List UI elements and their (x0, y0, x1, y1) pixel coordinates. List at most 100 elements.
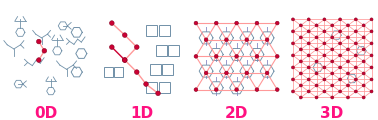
Bar (150, 64, 161, 75)
Circle shape (37, 39, 41, 44)
Circle shape (331, 36, 334, 39)
Circle shape (354, 30, 357, 33)
Circle shape (307, 30, 310, 33)
Circle shape (245, 38, 249, 42)
Circle shape (307, 78, 310, 81)
Circle shape (122, 58, 127, 62)
Circle shape (370, 42, 373, 45)
Circle shape (315, 84, 318, 87)
Circle shape (370, 66, 373, 69)
Circle shape (276, 54, 279, 58)
Circle shape (362, 72, 365, 75)
Circle shape (362, 36, 365, 39)
Circle shape (156, 91, 160, 96)
Circle shape (354, 42, 357, 45)
Circle shape (291, 66, 294, 69)
Circle shape (347, 48, 349, 51)
Circle shape (339, 78, 342, 81)
Circle shape (315, 48, 318, 51)
Circle shape (347, 60, 349, 63)
Text: 2D: 2D (225, 106, 248, 120)
Circle shape (265, 71, 269, 75)
Bar (104, 67, 113, 77)
Circle shape (323, 42, 326, 45)
Circle shape (214, 54, 218, 58)
Circle shape (323, 30, 326, 33)
Circle shape (354, 66, 357, 69)
Circle shape (347, 72, 349, 75)
Circle shape (291, 30, 294, 33)
Bar (162, 64, 174, 75)
Circle shape (370, 18, 373, 21)
Circle shape (354, 90, 357, 93)
Circle shape (291, 54, 294, 57)
Circle shape (204, 38, 208, 42)
Circle shape (339, 42, 342, 45)
Bar (146, 25, 158, 36)
Bar (146, 82, 158, 93)
Circle shape (307, 66, 310, 69)
Circle shape (37, 58, 41, 62)
Circle shape (347, 24, 349, 27)
Circle shape (235, 21, 239, 25)
Circle shape (122, 58, 127, 62)
Circle shape (291, 78, 294, 81)
Circle shape (276, 88, 279, 91)
Circle shape (370, 30, 373, 33)
Circle shape (135, 45, 139, 49)
Circle shape (235, 54, 239, 58)
Text: 3D: 3D (320, 106, 344, 120)
Circle shape (347, 36, 349, 39)
Circle shape (331, 48, 334, 51)
Circle shape (307, 90, 310, 93)
Circle shape (204, 71, 208, 75)
Circle shape (214, 21, 218, 25)
Text: 0D: 0D (34, 106, 58, 120)
Circle shape (354, 54, 357, 57)
Circle shape (323, 90, 326, 93)
Circle shape (339, 66, 342, 69)
Circle shape (331, 24, 334, 27)
Circle shape (265, 38, 269, 42)
Bar (114, 67, 123, 77)
Circle shape (299, 72, 302, 75)
Circle shape (214, 88, 218, 91)
Circle shape (362, 96, 365, 99)
Circle shape (362, 24, 365, 27)
Circle shape (255, 54, 259, 58)
Circle shape (347, 84, 349, 87)
Circle shape (331, 96, 334, 99)
Bar (168, 45, 179, 56)
Circle shape (339, 18, 342, 21)
Bar (159, 82, 170, 93)
Circle shape (299, 36, 302, 39)
Circle shape (315, 60, 318, 63)
Circle shape (299, 48, 302, 51)
Circle shape (291, 90, 294, 93)
Circle shape (370, 78, 373, 81)
Circle shape (323, 78, 326, 81)
Circle shape (42, 48, 46, 53)
Circle shape (307, 42, 310, 45)
Circle shape (144, 82, 148, 86)
Circle shape (307, 54, 310, 57)
Circle shape (307, 18, 310, 21)
Circle shape (323, 54, 326, 57)
Circle shape (362, 48, 365, 51)
Circle shape (245, 71, 249, 75)
Circle shape (255, 88, 259, 91)
Circle shape (339, 30, 342, 33)
Circle shape (194, 21, 198, 25)
Circle shape (347, 96, 349, 99)
Circle shape (235, 88, 239, 91)
Circle shape (354, 78, 357, 81)
Circle shape (299, 84, 302, 87)
Bar (159, 25, 170, 36)
Circle shape (122, 33, 127, 37)
Circle shape (291, 42, 294, 45)
Circle shape (299, 24, 302, 27)
Circle shape (225, 38, 228, 42)
Circle shape (135, 70, 139, 74)
Circle shape (331, 72, 334, 75)
Circle shape (323, 18, 326, 21)
